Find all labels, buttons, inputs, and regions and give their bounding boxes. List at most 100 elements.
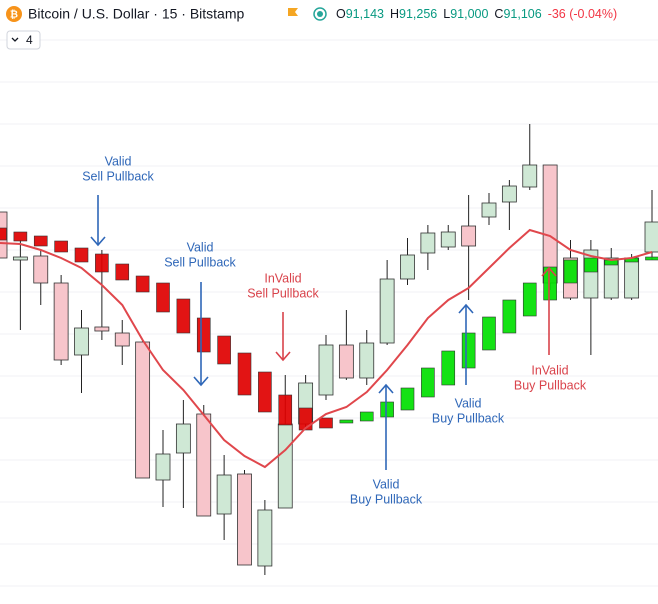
candle-body bbox=[74, 327, 89, 356]
ha-body bbox=[176, 298, 191, 334]
ha-body bbox=[258, 371, 272, 413]
indicator-count[interactable]: 4 bbox=[26, 33, 33, 47]
ha-body bbox=[156, 282, 170, 313]
candle-body bbox=[603, 257, 619, 299]
flag-icon[interactable] bbox=[288, 8, 298, 16]
candle-body bbox=[400, 254, 415, 280]
ohlc-label: O bbox=[336, 7, 346, 21]
change: -36 (-0.04%) bbox=[548, 7, 617, 21]
ha-body bbox=[563, 259, 578, 284]
annotation-text: Valid bbox=[105, 154, 132, 168]
arrow-head bbox=[90, 236, 106, 247]
ha-body bbox=[359, 411, 374, 422]
ohlc-value: 91,256 bbox=[399, 7, 437, 21]
ha-body bbox=[33, 235, 48, 247]
ha-body bbox=[441, 350, 456, 386]
ha-body bbox=[421, 367, 435, 398]
candle-body bbox=[53, 282, 69, 361]
symbol: Bitcoin / U.S. Dollar · 15 · Bitstamp bbox=[28, 6, 245, 22]
candle-body bbox=[114, 332, 130, 347]
ohlc-label: H bbox=[390, 7, 399, 21]
candle-body bbox=[277, 423, 293, 509]
ohlc-label: L bbox=[443, 7, 450, 21]
candle-body bbox=[379, 278, 395, 344]
candle-body bbox=[359, 342, 375, 379]
chevron[interactable] bbox=[11, 37, 19, 42]
coin-glyph: ₿ bbox=[10, 9, 18, 21]
annotation-text: Sell Pullback bbox=[247, 286, 319, 300]
header-bg bbox=[0, 0, 658, 28]
ha-body bbox=[95, 253, 109, 273]
ha-body bbox=[543, 266, 557, 301]
ha-body bbox=[115, 263, 130, 281]
annotation-text: Valid bbox=[187, 240, 214, 254]
candle-body bbox=[420, 232, 436, 254]
ha-body bbox=[584, 257, 598, 273]
indicator-toggle[interactable] bbox=[6, 30, 41, 50]
annotation-text: Sell Pullback bbox=[82, 169, 154, 183]
arrow-head bbox=[378, 383, 394, 394]
ha-body bbox=[74, 247, 89, 263]
candle-body bbox=[33, 255, 49, 284]
candle-body bbox=[522, 164, 538, 188]
ohlc-value: 91,143 bbox=[346, 7, 384, 21]
ha-body bbox=[217, 335, 231, 365]
arrow-head bbox=[458, 303, 474, 314]
annotation-text: Buy Pullback bbox=[350, 492, 423, 506]
annotation-text: Buy Pullback bbox=[432, 411, 505, 425]
annotation-text: Buy Pullback bbox=[514, 378, 587, 392]
ohlc: O91,143 H91,256 L91,000 C91,106 -36 (-0.04%) bbox=[336, 7, 617, 21]
candle-body bbox=[338, 344, 354, 379]
ha-body bbox=[502, 299, 517, 334]
candle-body bbox=[257, 509, 273, 567]
candle-body bbox=[461, 225, 477, 247]
candle-body bbox=[216, 474, 232, 515]
moving-average bbox=[0, 228, 653, 469]
candle-body bbox=[196, 413, 212, 517]
ha-body bbox=[339, 419, 354, 424]
ha-body bbox=[645, 256, 658, 261]
status-dot bbox=[317, 11, 323, 17]
arrow-head bbox=[193, 376, 209, 387]
candle-body bbox=[237, 473, 252, 566]
annotation-text: InValid bbox=[264, 271, 301, 285]
ha-body bbox=[196, 317, 211, 353]
candle-body bbox=[644, 221, 658, 253]
ohlc-value: 91,106 bbox=[503, 7, 541, 21]
ha-body bbox=[319, 417, 333, 429]
ha-body bbox=[400, 387, 415, 411]
candle-body bbox=[481, 202, 497, 218]
ha-body bbox=[482, 316, 496, 351]
annotation-text: Sell Pullback bbox=[164, 255, 236, 269]
arrow-head bbox=[275, 351, 291, 362]
coin-icon bbox=[6, 6, 22, 22]
ha-body bbox=[54, 240, 68, 253]
candle-body bbox=[318, 344, 334, 396]
annotation-text: InValid bbox=[531, 363, 568, 377]
ohlc-value: 91,000 bbox=[450, 7, 488, 21]
ha-body bbox=[13, 231, 28, 242]
candle-body bbox=[155, 453, 171, 481]
candle-body bbox=[440, 231, 456, 248]
candle-body bbox=[175, 423, 191, 454]
candle-body bbox=[12, 256, 28, 261]
arrow-head bbox=[541, 266, 557, 277]
ha-body bbox=[278, 394, 293, 426]
ha-body bbox=[380, 401, 394, 418]
ha-body bbox=[0, 227, 7, 241]
ha-body bbox=[522, 282, 537, 317]
candle-body bbox=[624, 257, 640, 299]
candle-body bbox=[501, 185, 517, 203]
ha-body bbox=[135, 275, 150, 293]
candle-body bbox=[135, 341, 151, 479]
ha-body bbox=[461, 332, 476, 369]
ha-body bbox=[237, 352, 252, 396]
candle-body bbox=[542, 164, 558, 284]
annotation-text: Valid bbox=[373, 477, 400, 491]
ohlc-label: C bbox=[494, 7, 503, 21]
annotation-text: Valid bbox=[455, 396, 482, 410]
grid bbox=[0, 39, 658, 587]
candle-body bbox=[94, 326, 110, 332]
ha-body bbox=[298, 407, 313, 431]
